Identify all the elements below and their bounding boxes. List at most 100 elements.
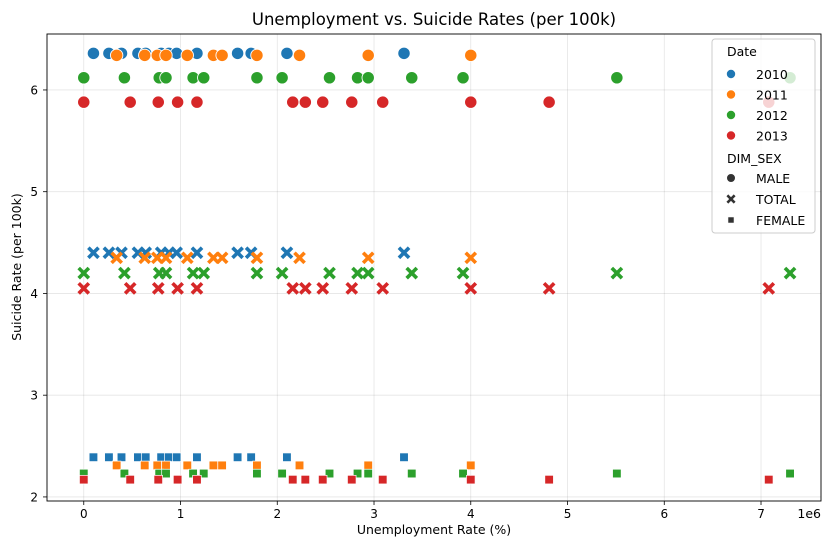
y-axis-ticks: 2 3 4 5 6 <box>30 83 47 504</box>
data-point-2013-male <box>123 95 137 109</box>
data-point-2011-male <box>464 48 478 63</box>
legend-marker-2011 <box>725 89 737 100</box>
data-point-2012-female <box>161 468 171 479</box>
x-tick-label: 7 <box>757 507 765 521</box>
data-point-2012-male <box>610 71 624 85</box>
legend-marker-female <box>727 216 735 224</box>
data-point-2011-total <box>361 251 375 265</box>
data-point-2010-female <box>164 452 174 462</box>
data-point-2012-total <box>159 266 173 280</box>
data-point-2013-female <box>172 474 183 485</box>
data-point-2011-total <box>138 251 152 265</box>
data-point-2010-female <box>133 452 143 462</box>
data-point-2011-female <box>294 460 305 471</box>
data-point-2011-male <box>292 48 307 63</box>
data-point-2011-male <box>110 48 124 63</box>
legend-label-2010: 2010 <box>756 67 788 82</box>
data-point-2012-female <box>458 468 468 479</box>
data-point-2011-male <box>138 48 152 63</box>
y-tick-label: 6 <box>30 83 38 97</box>
data-point-2010-male <box>86 46 101 60</box>
data-point-2010-female <box>282 452 292 462</box>
data-point-2013-female <box>300 474 310 485</box>
data-point-2011-female <box>208 460 219 471</box>
legend-label-2013: 2013 <box>756 129 788 144</box>
data-point-2013-male <box>464 95 478 109</box>
data-point-2012-total <box>77 266 91 280</box>
data-point-2010-female <box>232 452 243 462</box>
data-point-2013-total <box>286 282 300 295</box>
data-point-2012-total <box>197 266 211 280</box>
data-point-2010-total <box>190 246 204 260</box>
data-point-2011-female <box>152 460 162 471</box>
data-point-2013-total <box>464 282 478 295</box>
data-point-2011-female <box>363 460 373 471</box>
data-point-2011-male <box>215 48 229 63</box>
data-point-2013-male <box>345 95 359 109</box>
y-tick-label: 2 <box>30 490 38 504</box>
data-point-2011-female <box>252 460 262 471</box>
legend-marker-total <box>726 194 736 204</box>
data-point-2011-total <box>215 251 229 265</box>
data-point-2010-female <box>104 452 114 462</box>
x-tick-label: 0 <box>80 507 88 521</box>
data-point-2011-total <box>464 251 478 265</box>
data-point-2013-male <box>542 95 556 109</box>
data-point-2012-total <box>250 266 264 280</box>
data-point-2012-female <box>277 468 287 479</box>
data-point-2013-male <box>286 95 300 109</box>
y-tick-label: 5 <box>30 185 38 199</box>
data-point-2012-female <box>612 468 622 479</box>
data-point-2013-total <box>298 282 312 295</box>
data-point-2013-total <box>151 282 165 295</box>
data-point-2011-total <box>180 251 194 265</box>
data-point-2011-male <box>250 48 264 63</box>
data-point-2012-male <box>275 71 289 85</box>
data-point-2013-female <box>318 474 328 485</box>
data-point-2013-total <box>542 282 556 295</box>
data-point-2013-female <box>125 474 135 485</box>
data-point-2011-total <box>293 251 306 265</box>
data-point-2010-total <box>397 246 411 260</box>
data-point-2013-male <box>151 95 165 109</box>
legend-label-female: FEMALE <box>756 213 805 228</box>
data-point-2012-male <box>322 71 337 85</box>
data-point-2013-male <box>190 95 204 109</box>
data-point-2012-female <box>785 468 795 479</box>
data-point-2010-total <box>102 246 116 260</box>
data-point-2011-female <box>161 460 171 471</box>
legend-box <box>711 38 816 234</box>
data-point-2011-male <box>159 48 173 63</box>
data-point-2010-female <box>88 452 99 462</box>
x-axis-ticks: 0 1 2 3 4 5 6 7 <box>80 501 765 521</box>
data-point-2013-female <box>79 474 89 485</box>
data-point-2010-female <box>156 452 166 462</box>
legend-marker-male <box>726 173 736 183</box>
data-point-2010-female <box>171 452 182 462</box>
data-point-2011-female <box>182 460 192 471</box>
data-point-2012-male <box>405 71 419 85</box>
data-point-2011-total <box>159 251 173 265</box>
data-point-2011-total <box>250 251 264 265</box>
data-point-2012-female <box>324 468 335 479</box>
data-point-2013-male <box>298 95 312 109</box>
data-point-2012-total <box>361 266 375 280</box>
data-point-2013-total <box>345 282 359 295</box>
data-point-2012-female <box>252 468 262 479</box>
y-tick-label: 4 <box>30 287 38 301</box>
data-point-2011-total <box>110 251 124 265</box>
data-point-2012-total <box>456 266 470 280</box>
legend-label-male: MALE <box>756 171 790 186</box>
data-point-2013-female <box>764 474 774 485</box>
data-point-2010-female <box>116 452 127 462</box>
legend-label-2012: 2012 <box>756 108 788 123</box>
data-point-2011-total <box>150 251 164 265</box>
data-point-2010-total <box>170 246 183 260</box>
data-point-2012-total <box>275 266 289 280</box>
data-point-2013-female <box>466 474 476 485</box>
data-point-2013-total <box>762 282 776 295</box>
x-tick-label: 5 <box>564 507 572 521</box>
data-point-2013-male <box>316 95 330 109</box>
data-point-2013-total <box>77 282 91 295</box>
